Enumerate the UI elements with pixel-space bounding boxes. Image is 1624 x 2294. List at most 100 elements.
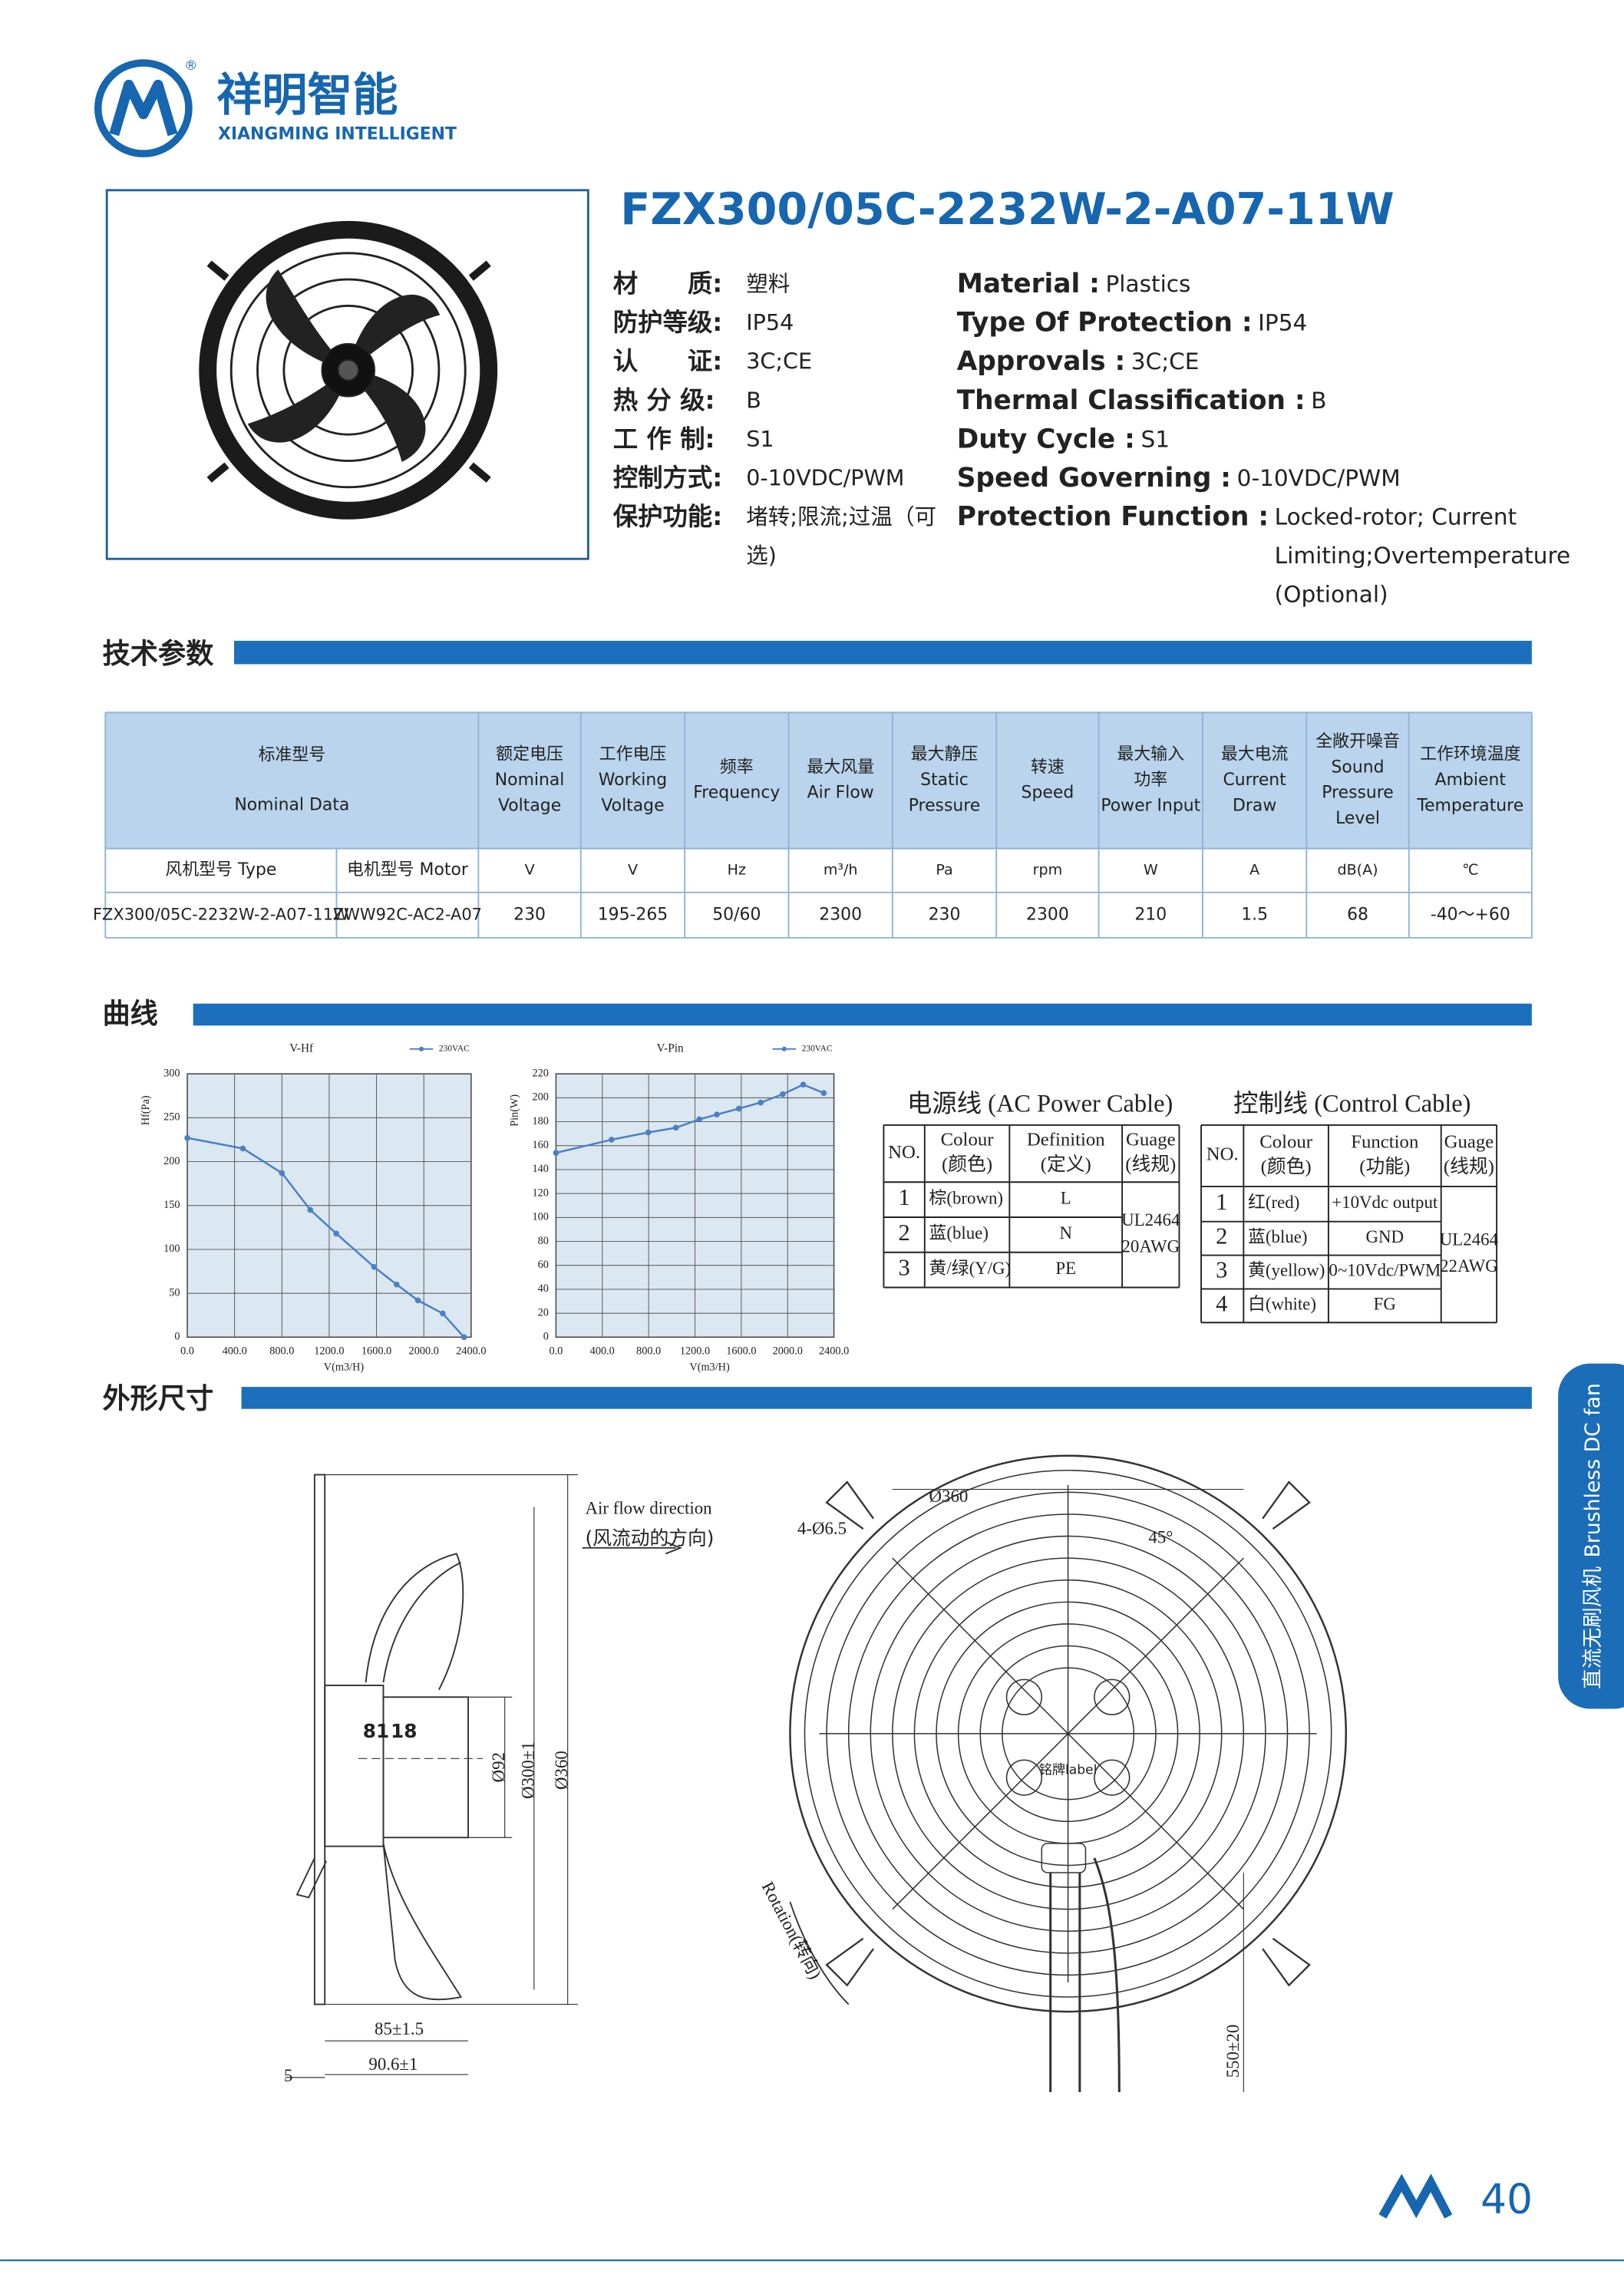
table-header-text: 频率 (720, 758, 754, 777)
cable-cell: 3 (1216, 1256, 1227, 1282)
chart-title: V-Hf (289, 1041, 314, 1055)
front-view-drawing (789, 1454, 1348, 2092)
table-header-text: Air Flow (807, 784, 874, 803)
y-tick-label: 80 (538, 1235, 549, 1247)
cable-cell: +10Vdc output (1332, 1193, 1438, 1212)
cable-cell: PE (1055, 1259, 1076, 1278)
table-header-text: 最大电流 (1221, 745, 1289, 764)
x-tick-label: 1600.0 (361, 1345, 391, 1358)
x-tick-label: 2400.0 (456, 1345, 486, 1358)
photo-frame (105, 189, 589, 560)
table-header-text: Sound (1332, 758, 1385, 777)
section-bar (241, 1387, 1532, 1409)
table-unit: dB(A) (1337, 862, 1378, 879)
table-cell: ZWW92C-AC2-A07 (333, 905, 482, 923)
cable-cell: 白(white) (1248, 1295, 1316, 1314)
nameplate-label: 铭牌label (1039, 1763, 1098, 1778)
spec-value-cn: 0-10VDC/PWM (746, 464, 904, 490)
table-header-text: Ambient (1435, 771, 1507, 790)
dimension-label: Ø360 (552, 1751, 571, 1790)
legend-label: 230VAC (802, 1044, 833, 1053)
y-tick-label: 100 (532, 1211, 548, 1223)
section-bar (193, 1003, 1532, 1026)
side-tab-en: Brushless DC fan (1580, 1383, 1604, 1557)
spec-value-cn: IP54 (746, 309, 794, 335)
table-header-text: Voltage (601, 796, 664, 815)
data-line (186, 1137, 465, 1338)
cable-cell: 红(red) (1248, 1193, 1299, 1212)
cable-header: NO. (1206, 1144, 1239, 1165)
cable-cell: 2 (1216, 1223, 1227, 1249)
cable-header: Colour (941, 1130, 995, 1150)
cable-cell: N (1059, 1223, 1072, 1243)
spec-value-en: B (1311, 388, 1326, 414)
spec-value-cn: B (746, 387, 761, 413)
cable-cell: GND (1366, 1227, 1404, 1246)
x-tick-label: 2000.0 (409, 1345, 439, 1358)
table-unit: V (628, 862, 638, 879)
cable-cell: 黄/绿(Y/G) (929, 1259, 1011, 1278)
spec-label-cn: 防护等级: (613, 308, 723, 337)
table-header-text: Nominal (495, 771, 565, 790)
dimension-label: Ø360 (929, 1487, 968, 1506)
table-cell: 195-265 (598, 905, 668, 924)
y-tick-label: 140 (532, 1163, 548, 1175)
spec-value-en: S1 (1140, 426, 1170, 452)
fan-photo (199, 220, 498, 520)
table-header-text: 功率 (1134, 771, 1167, 790)
dimension-label: 90.6±1 (368, 2055, 418, 2074)
brand-cn: 祥明智能 (216, 68, 398, 121)
data-point (333, 1230, 339, 1237)
x-tick-label: 1600.0 (726, 1345, 756, 1358)
legend-marker (781, 1046, 787, 1051)
cable-header: (线规) (1125, 1154, 1176, 1175)
data-point (735, 1105, 742, 1112)
table-unit: Hz (728, 862, 746, 879)
cable-header: (功能) (1359, 1156, 1410, 1177)
table-cell: FZX300/05C-2232W-2-A07-11W (93, 905, 349, 923)
data-point (714, 1111, 720, 1118)
table-header-text: Draw (1233, 796, 1276, 815)
x-tick-label: 0.0 (180, 1345, 194, 1358)
y-tick-label: 200 (532, 1091, 548, 1104)
side-tab-text: 直流无刷风机 Brushless DC fan (1580, 1383, 1604, 1689)
cable-cell: 1 (1216, 1189, 1227, 1215)
table-header-text: Static (920, 771, 969, 790)
y-tick-label: 160 (532, 1139, 548, 1151)
section-title: 技术参数 (102, 637, 214, 670)
cable-header: Colour (1259, 1131, 1313, 1152)
cable-cell: 0~10Vdc/PWM (1329, 1261, 1441, 1280)
table-header-text: Speed (1022, 784, 1074, 803)
y-tick-label: 20 (538, 1306, 549, 1319)
spec-value-en: (Optional) (1275, 581, 1388, 607)
logo (94, 59, 193, 157)
cable-gauge: UL2464 (1121, 1210, 1180, 1230)
x-axis-label: V(m3/H) (324, 1362, 365, 1374)
spec-label-cn: 工 作 制: (613, 424, 715, 454)
cable-title: 控制线 (Control Cable) (1233, 1090, 1471, 1118)
x-axis-label: V(m3/H) (689, 1362, 730, 1374)
dimension-label: Ø92 (489, 1752, 508, 1782)
spec-value-en: IP54 (1258, 310, 1307, 336)
dimension-label: 5 (284, 2066, 292, 2085)
dimension-label: 18 (391, 1720, 417, 1742)
drawing-note: Air flow direction (586, 1498, 713, 1517)
cable-title: 电源线 (AC Power Cable) (907, 1090, 1173, 1118)
table-header-text: 工作环境温度 (1420, 745, 1521, 764)
table-cell: 50/60 (712, 905, 761, 924)
data-point (645, 1129, 652, 1136)
table-header-text: Level (1335, 809, 1380, 828)
table-header-text: 工作电压 (599, 745, 667, 764)
cable-cell: 3 (898, 1255, 909, 1281)
table-header-text: Current (1223, 771, 1286, 790)
dimension-label: 81 (363, 1720, 389, 1742)
data-point (609, 1137, 615, 1143)
cable-cell: L (1061, 1188, 1071, 1207)
y-tick-label: 0 (174, 1331, 180, 1343)
data-point (460, 1334, 467, 1341)
side-tab (1558, 1363, 1624, 1709)
brand-en: XIANGMING INTELLIGENT (218, 124, 457, 144)
table-header-text: 转速 (1031, 758, 1065, 777)
data-point (780, 1091, 786, 1097)
cable-cell: 蓝(blue) (929, 1223, 988, 1243)
